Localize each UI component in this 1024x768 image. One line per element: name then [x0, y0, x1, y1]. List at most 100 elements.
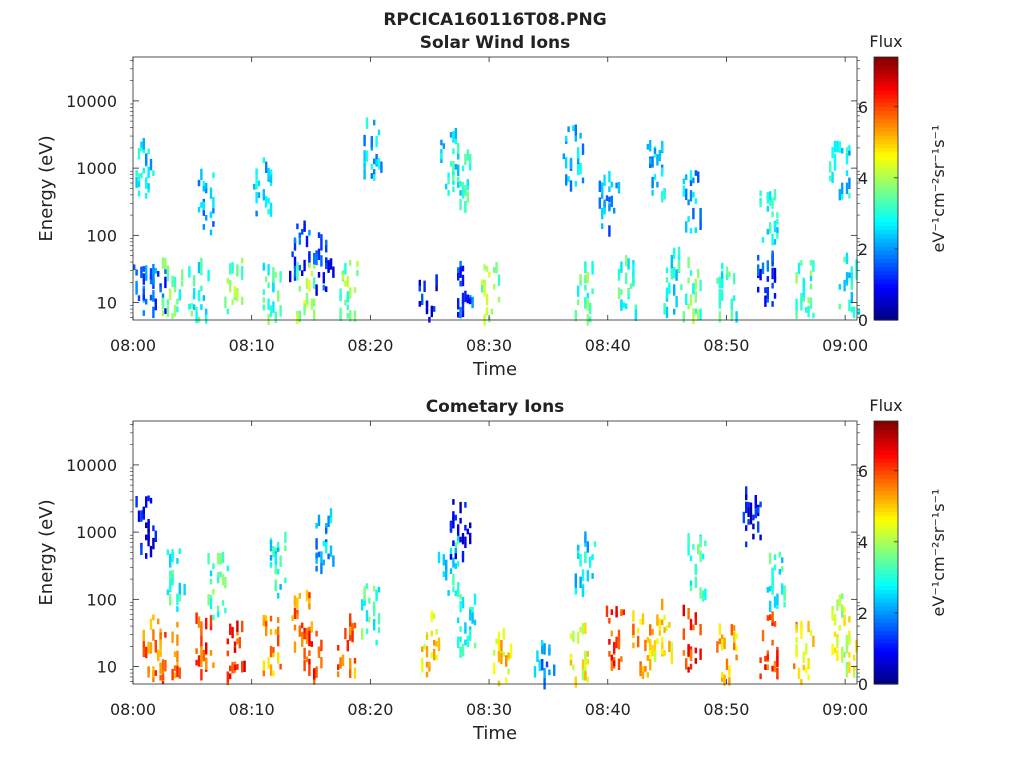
heatmap-cell — [831, 605, 834, 612]
heatmap-cell — [308, 279, 311, 292]
heatmap-cell — [190, 310, 193, 317]
heatmap-cell — [452, 557, 455, 564]
colorbar-tick-label: 0 — [858, 675, 868, 694]
heatmap-cell — [313, 277, 316, 289]
heatmap-cell — [425, 634, 429, 640]
heatmap-cell — [274, 272, 277, 278]
heatmap-cell — [274, 553, 277, 565]
heatmap-cell — [661, 140, 664, 153]
heatmap-cell — [615, 182, 618, 189]
heatmap-cell — [500, 652, 503, 665]
heatmap-cell — [718, 297, 721, 309]
heatmap-cell — [730, 624, 733, 636]
heatmap-cell — [689, 580, 693, 587]
heatmap-cell — [159, 632, 162, 644]
heatmap-cell — [293, 265, 297, 278]
heatmap-cell — [608, 617, 611, 624]
heatmap-cell — [721, 263, 724, 270]
heatmap-cell — [430, 652, 433, 658]
heatmap-cell — [773, 267, 777, 280]
heatmap-cell — [154, 670, 157, 676]
heatmap-cell — [349, 287, 352, 299]
heatmap-cell — [205, 658, 208, 670]
heatmap-cell — [694, 308, 697, 315]
heatmap-cell — [795, 272, 798, 284]
heatmap-cell — [620, 610, 623, 617]
heatmap-cell — [641, 613, 645, 625]
heatmap-cell — [277, 568, 280, 575]
heatmap-cell — [613, 207, 616, 214]
heatmap-cell — [349, 259, 352, 266]
heatmap-cell — [565, 174, 568, 186]
heatmap-cell — [154, 298, 157, 311]
heatmap-cell — [699, 587, 702, 599]
heatmap-cell — [644, 639, 647, 652]
heatmap-cell — [569, 180, 573, 192]
heatmap-cell — [759, 673, 762, 680]
heatmap-cell — [577, 299, 580, 306]
heatmap-cell — [298, 286, 301, 292]
heatmap-cell — [665, 277, 669, 283]
heatmap-cell — [452, 131, 455, 143]
heatmap-cell — [296, 597, 299, 609]
heatmap-cell — [584, 653, 587, 660]
heatmap-cell — [586, 676, 589, 683]
colorbar-segment — [874, 225, 898, 231]
heatmap-cell — [303, 220, 306, 232]
heatmap-cell — [361, 628, 364, 640]
heatmap-cell — [757, 521, 760, 533]
heatmap-cell — [315, 284, 318, 296]
heatmap-cell — [305, 656, 309, 663]
heatmap-cell — [608, 225, 611, 237]
heatmap-cell — [370, 173, 373, 179]
heatmap-cell — [809, 270, 813, 277]
colorbar-segment — [874, 478, 898, 484]
heatmap-cell — [608, 651, 611, 657]
heatmap-cells — [135, 486, 858, 690]
colorbar-segment — [874, 610, 898, 615]
heatmap-cell — [188, 303, 191, 310]
heatmap-cell — [329, 258, 333, 265]
heatmap-cell — [291, 615, 294, 621]
heatmap-cell — [353, 657, 357, 664]
heatmap-cell — [207, 553, 210, 565]
heatmap-cell — [447, 172, 450, 179]
colorbar-segment — [874, 233, 898, 239]
heatmap-cell — [142, 273, 145, 285]
heatmap-cell — [205, 617, 208, 630]
heatmap-cell — [581, 659, 585, 671]
colorbar-segment — [874, 184, 898, 190]
heatmap-cell — [277, 542, 280, 548]
heatmap-cell — [701, 590, 705, 602]
heatmap-cell — [795, 637, 798, 643]
colorbar-segment — [874, 552, 898, 558]
heatmap-cell — [845, 666, 849, 678]
heatmap-cell — [579, 627, 582, 633]
heatmap-cell — [769, 552, 772, 565]
heatmap-cell — [145, 177, 148, 189]
heatmap-cell — [269, 555, 273, 561]
heatmap-cell — [843, 279, 846, 292]
colorbar-segment — [874, 659, 898, 665]
heatmap-cell — [272, 267, 275, 273]
heatmap-cell — [325, 542, 328, 554]
heatmap-cell — [773, 293, 777, 299]
heatmap-cell — [140, 145, 143, 152]
heatmap-cell — [581, 143, 585, 155]
heatmap-cell — [661, 170, 664, 177]
heatmap-cell — [308, 229, 311, 236]
heatmap-cell — [661, 636, 664, 643]
heatmap-cell — [301, 270, 304, 276]
heatmap-cell — [159, 662, 162, 674]
heatmap-cell — [577, 547, 580, 559]
colorbar-title: Flux — [869, 396, 902, 415]
heatmap-cell — [363, 168, 366, 180]
heatmap-cell — [176, 662, 179, 668]
heatmap-cell — [622, 302, 625, 308]
heatmap-cell — [142, 138, 145, 150]
heatmap-cell — [452, 586, 455, 592]
heatmap-cell — [267, 657, 270, 669]
heatmap-cell — [265, 276, 268, 282]
colorbar-segment — [874, 250, 898, 255]
heatmap-cell — [255, 172, 258, 184]
